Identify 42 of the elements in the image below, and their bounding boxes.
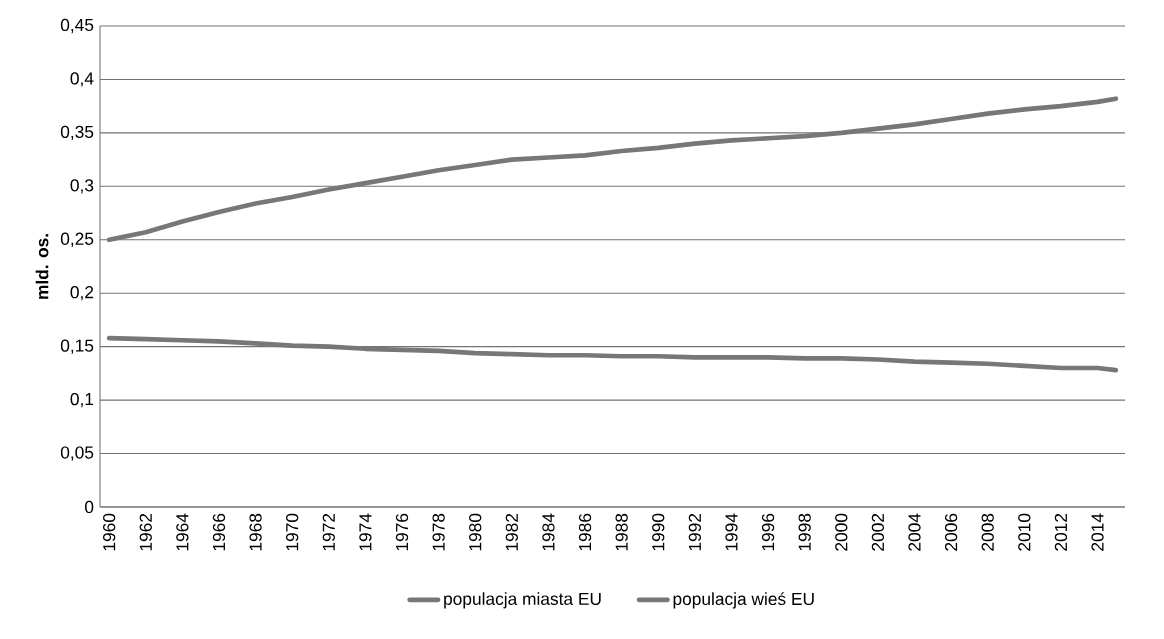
- y-tick-label: 0,05: [60, 446, 94, 461]
- y-tick-label: 0,35: [60, 125, 94, 141]
- x-tick-label: 2002: [871, 513, 885, 551]
- y-tick-label: 0,25: [60, 232, 94, 247]
- x-tick-label: 1988: [615, 513, 628, 551]
- x-tick-label: 2014: [1091, 513, 1104, 551]
- legend-label: populacja miasta EU: [444, 592, 601, 609]
- x-tick-label: 1964: [176, 513, 189, 551]
- x-tick-label: 2000: [835, 513, 848, 551]
- y-tick-label: 0,15: [60, 339, 94, 354]
- x-tick-label: 2004: [908, 513, 921, 551]
- x-tick-label: 1994: [725, 513, 738, 551]
- y-tick-label: 0,4: [70, 72, 94, 87]
- x-tick-label: 1980: [469, 513, 482, 551]
- x-tick-label: 1960: [103, 513, 116, 551]
- x-tick-label: 1986: [578, 513, 592, 551]
- x-tick-label: 1982: [505, 513, 518, 551]
- y-tick-label: 0,1: [70, 392, 94, 408]
- x-tick-label: 1962: [139, 513, 152, 551]
- x-tick-label: 2006: [944, 513, 958, 551]
- x-tick-label: 2010: [1018, 513, 1031, 551]
- x-tick-label: 1990: [652, 513, 665, 551]
- x-tick-label: 1998: [798, 513, 811, 551]
- x-tick-label: 1974: [359, 513, 372, 551]
- x-tick-label: 1970: [286, 513, 299, 551]
- y-tick-label: 0,45: [60, 18, 94, 34]
- y-tick-label: 0,2: [70, 286, 94, 301]
- x-tick-label: 1996: [761, 513, 775, 551]
- x-tick-label: 1992: [688, 513, 701, 551]
- x-tick-label: 1968: [249, 513, 262, 551]
- line-series: [106, 96, 1119, 243]
- y-tick-label: 0,3: [70, 179, 94, 194]
- x-tick-label: 1966: [212, 513, 226, 551]
- y-axis-title: mld. os.: [35, 234, 49, 299]
- x-tick-label: 1976: [395, 513, 409, 551]
- x-tick-label: 1984: [542, 513, 555, 551]
- y-tick-label: 0: [85, 500, 94, 514]
- x-tick-label: 1972: [322, 513, 335, 551]
- x-tick-label: 2012: [1054, 513, 1068, 551]
- legend-label: populacja wieś EU: [673, 592, 814, 609]
- x-tick-label: 2008: [981, 513, 994, 551]
- x-tick-label: 1978: [432, 513, 445, 551]
